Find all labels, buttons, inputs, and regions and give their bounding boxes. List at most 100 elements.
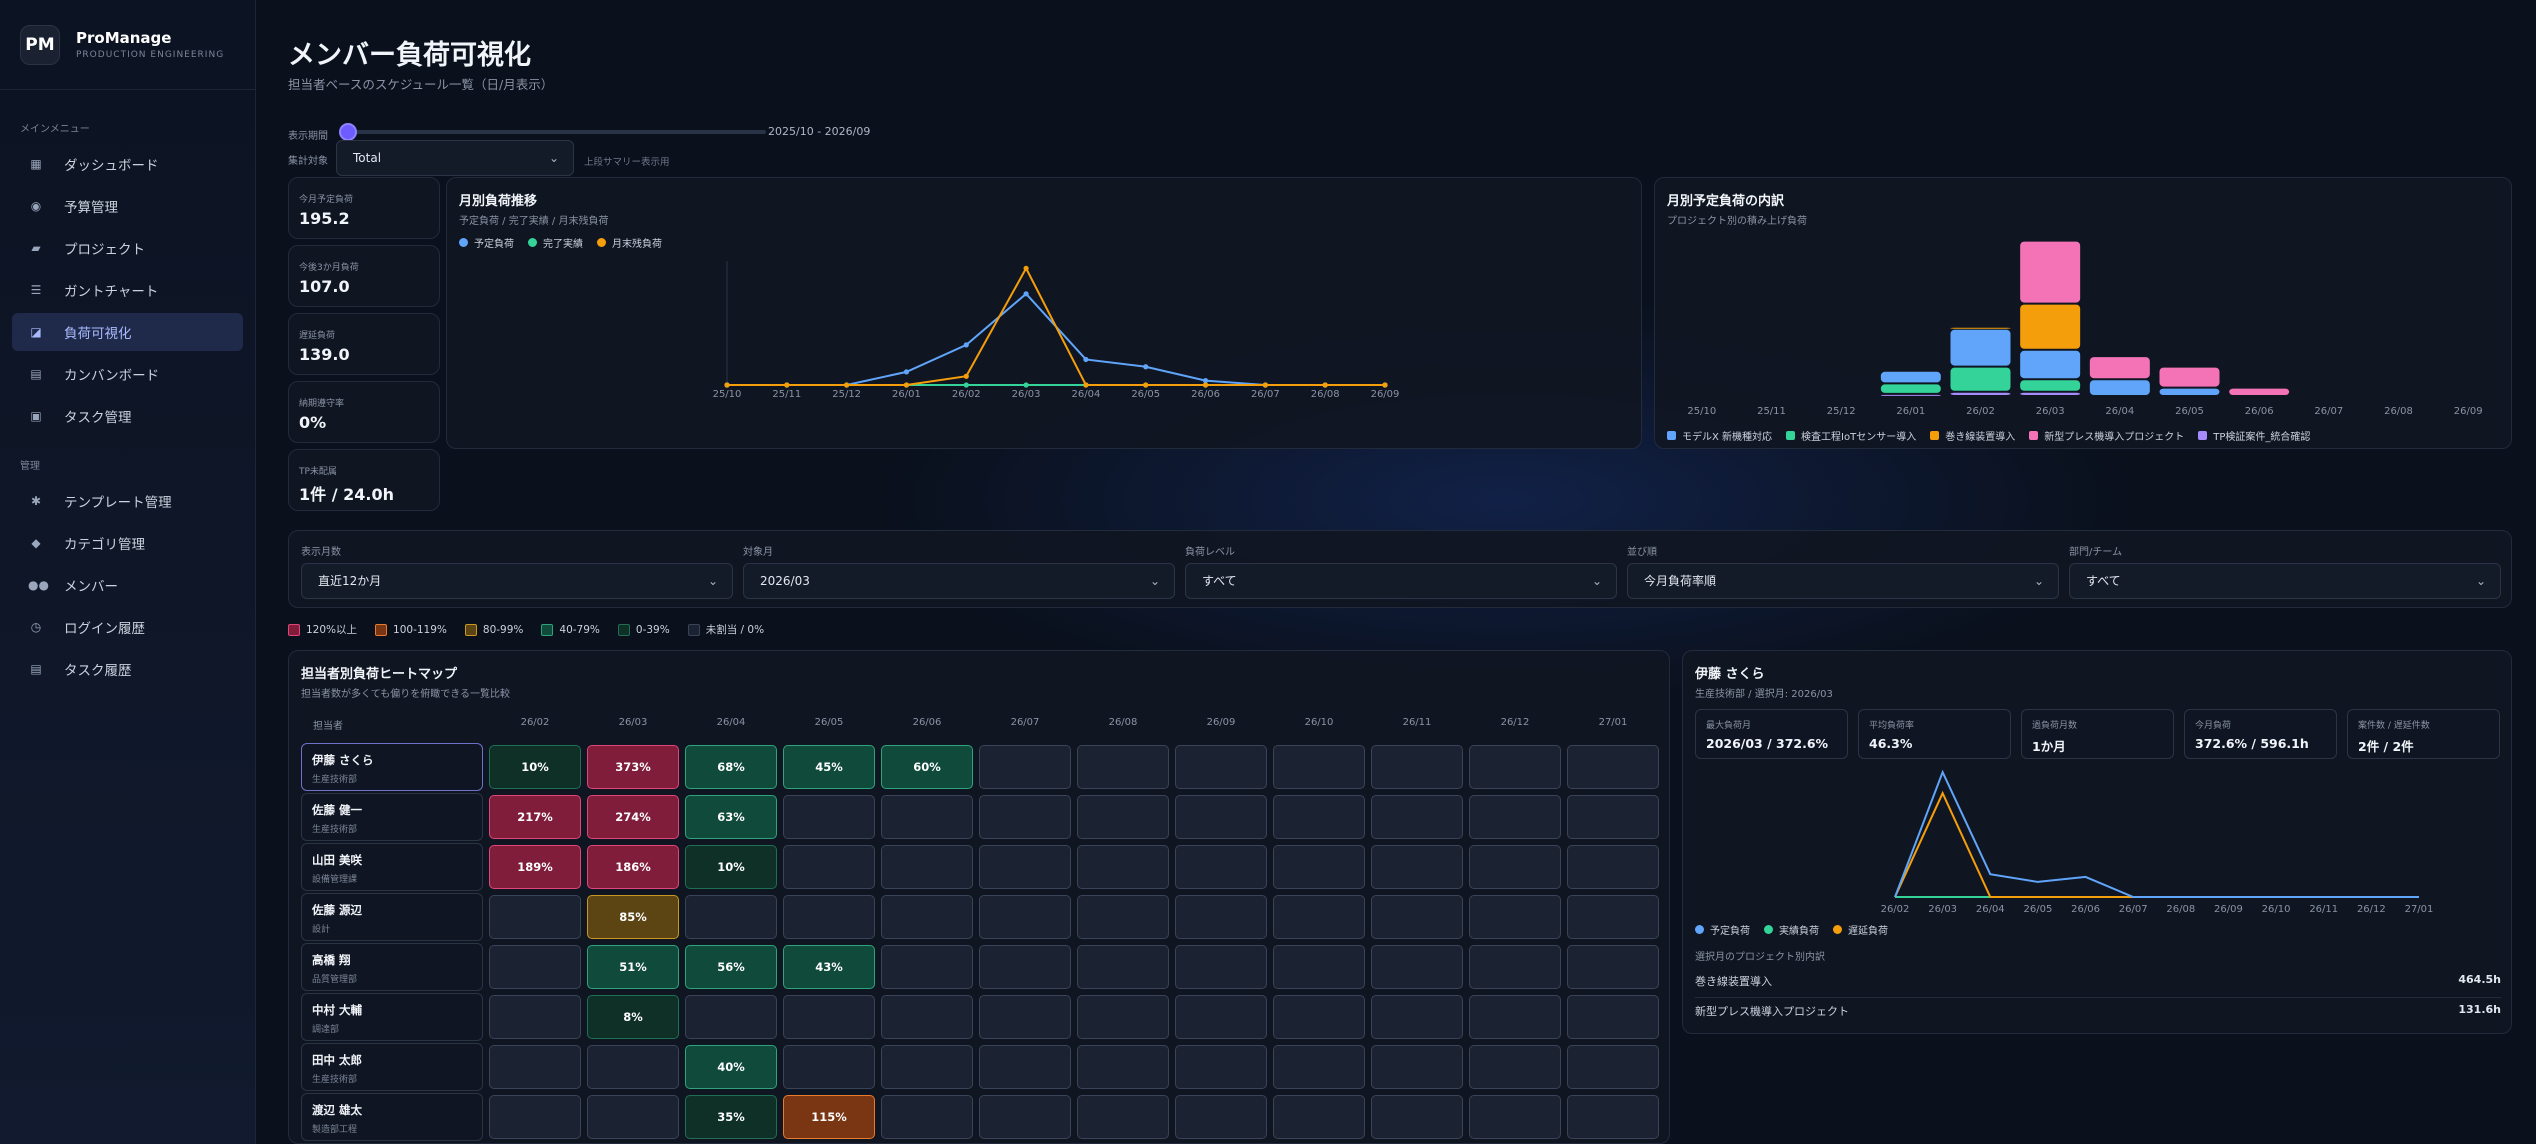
period-slider-thumb[interactable] (339, 123, 357, 141)
sidebar-item-4[interactable]: ◪ 負荷可視化 (12, 313, 243, 351)
heatmap-cell[interactable]: 186% (587, 845, 679, 889)
brand-logo[interactable]: PM (20, 24, 60, 65)
heatmap-cell[interactable] (783, 895, 875, 939)
heatmap-cell[interactable] (1469, 1095, 1561, 1139)
heatmap-cell[interactable] (979, 945, 1071, 989)
heatmap-cell[interactable] (1077, 945, 1169, 989)
heatmap-cell[interactable] (1567, 795, 1659, 839)
heatmap-cell[interactable] (1175, 1095, 1267, 1139)
heatmap-cell[interactable] (979, 745, 1071, 789)
heatmap-cell[interactable] (489, 995, 581, 1039)
heatmap-cell[interactable] (1371, 795, 1463, 839)
heatmap-cell[interactable] (1273, 1095, 1365, 1139)
heatmap-cell[interactable] (979, 795, 1071, 839)
heatmap-cell[interactable]: 63% (685, 795, 777, 839)
heatmap-cell[interactable] (1371, 945, 1463, 989)
heatmap-cell[interactable]: 189% (489, 845, 581, 889)
heatmap-cell[interactable]: 85% (587, 895, 679, 939)
heatmap-cell[interactable] (489, 1095, 581, 1139)
sidebar-admin-item-4[interactable]: ▤ タスク履歴 (12, 650, 243, 688)
heatmap-cell[interactable]: 51% (587, 945, 679, 989)
heatmap-cell[interactable] (979, 1045, 1071, 1089)
heatmap-cell[interactable] (1469, 945, 1561, 989)
heatmap-cell[interactable]: 60% (881, 745, 973, 789)
heatmap-cell[interactable]: 373% (587, 745, 679, 789)
heatmap-cell[interactable] (1371, 845, 1463, 889)
sidebar-admin-item-1[interactable]: ◆ カテゴリ管理 (12, 524, 243, 562)
heatmap-cell[interactable]: 35% (685, 1095, 777, 1139)
heatmap-cell[interactable] (881, 1095, 973, 1139)
heatmap-cell[interactable] (1175, 895, 1267, 939)
heatmap-cell[interactable] (1371, 1045, 1463, 1089)
filter-select-2[interactable]: すべて ⌄ (1185, 563, 1617, 599)
heatmap-cell[interactable] (979, 1095, 1071, 1139)
heatmap-cell[interactable]: 217% (489, 795, 581, 839)
heatmap-cell[interactable]: 10% (685, 845, 777, 889)
heatmap-member-row[interactable]: 田中 太郎 生産技術部 (301, 1043, 483, 1091)
heatmap-cell[interactable] (1077, 795, 1169, 839)
heatmap-cell[interactable] (1371, 745, 1463, 789)
heatmap-cell[interactable] (1273, 895, 1365, 939)
sidebar-item-6[interactable]: ▣ タスク管理 (12, 397, 243, 435)
aggregate-select[interactable]: Total ⌄ (336, 140, 574, 176)
heatmap-cell[interactable] (1273, 995, 1365, 1039)
heatmap-cell[interactable]: 8% (587, 995, 679, 1039)
heatmap-cell[interactable] (1273, 795, 1365, 839)
heatmap-cell[interactable] (1469, 745, 1561, 789)
sidebar-admin-item-3[interactable]: ◷ ログイン履歴 (12, 608, 243, 646)
heatmap-cell[interactable]: 115% (783, 1095, 875, 1139)
sidebar-item-1[interactable]: ◉ 予算管理 (12, 187, 243, 225)
heatmap-cell[interactable] (1469, 1045, 1561, 1089)
heatmap-cell[interactable] (1175, 945, 1267, 989)
heatmap-cell[interactable] (979, 995, 1071, 1039)
heatmap-cell[interactable] (1273, 945, 1365, 989)
heatmap-cell[interactable] (1077, 895, 1169, 939)
heatmap-cell[interactable] (1175, 795, 1267, 839)
heatmap-cell[interactable] (881, 845, 973, 889)
heatmap-cell[interactable] (1175, 745, 1267, 789)
heatmap-member-row[interactable]: 伊藤 さくら 生産技術部 (301, 743, 483, 791)
heatmap-cell[interactable] (881, 795, 973, 839)
heatmap-cell[interactable] (1371, 895, 1463, 939)
heatmap-cell[interactable] (1371, 995, 1463, 1039)
heatmap-cell[interactable] (881, 895, 973, 939)
heatmap-cell[interactable] (685, 995, 777, 1039)
filter-select-1[interactable]: 2026/03 ⌄ (743, 563, 1175, 599)
heatmap-cell[interactable] (1567, 895, 1659, 939)
heatmap-cell[interactable] (1371, 1095, 1463, 1139)
sidebar-admin-item-2[interactable]: ●● メンバー (12, 566, 243, 604)
heatmap-cell[interactable]: 68% (685, 745, 777, 789)
heatmap-cell[interactable] (1567, 1095, 1659, 1139)
heatmap-member-row[interactable]: 佐藤 源辺 設計 (301, 893, 483, 941)
heatmap-cell[interactable] (1567, 995, 1659, 1039)
heatmap-cell[interactable] (881, 1045, 973, 1089)
filter-select-4[interactable]: すべて ⌄ (2069, 563, 2501, 599)
heatmap-cell[interactable] (1077, 1045, 1169, 1089)
heatmap-cell[interactable] (881, 945, 973, 989)
heatmap-member-row[interactable]: 山田 美咲 設備管理課 (301, 843, 483, 891)
heatmap-cell[interactable] (1273, 1045, 1365, 1089)
heatmap-cell[interactable] (1077, 1095, 1169, 1139)
heatmap-cell[interactable] (1567, 1045, 1659, 1089)
heatmap-member-row[interactable]: 佐藤 健一 生産技術部 (301, 793, 483, 841)
heatmap-cell[interactable] (783, 845, 875, 889)
heatmap-cell[interactable]: 10% (489, 745, 581, 789)
heatmap-member-row[interactable]: 高橋 翔品質管理部 (301, 943, 483, 991)
filter-select-0[interactable]: 直近12か月 ⌄ (301, 563, 733, 599)
heatmap-cell[interactable] (489, 945, 581, 989)
heatmap-cell[interactable] (1175, 1045, 1267, 1089)
sidebar-item-0[interactable]: ▦ ダッシュボード (12, 145, 243, 183)
heatmap-cell[interactable] (1175, 995, 1267, 1039)
heatmap-cell[interactable] (783, 1045, 875, 1089)
heatmap-cell[interactable] (783, 995, 875, 1039)
heatmap-cell[interactable] (1175, 845, 1267, 889)
heatmap-cell[interactable] (1567, 945, 1659, 989)
heatmap-cell[interactable] (1469, 895, 1561, 939)
heatmap-cell[interactable] (587, 1045, 679, 1089)
heatmap-cell[interactable] (1469, 995, 1561, 1039)
heatmap-cell[interactable] (1567, 845, 1659, 889)
sidebar-item-3[interactable]: ☰ ガントチャート (12, 271, 243, 309)
heatmap-cell[interactable]: 40% (685, 1045, 777, 1089)
heatmap-cell[interactable] (1077, 995, 1169, 1039)
heatmap-cell[interactable] (1273, 845, 1365, 889)
